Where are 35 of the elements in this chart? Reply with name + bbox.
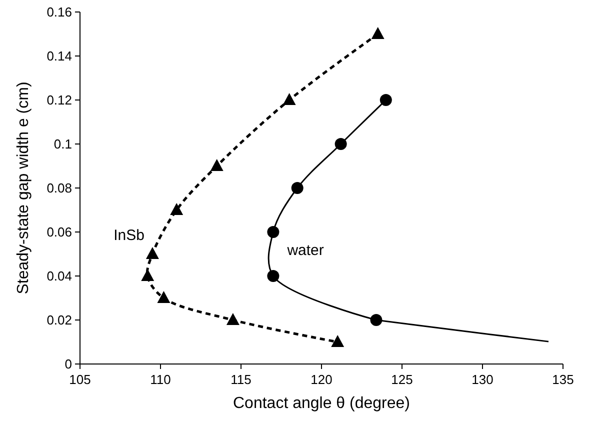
y-tick-label: 0.12 bbox=[46, 92, 72, 108]
point bbox=[334, 138, 347, 150]
y-tick-label: 0.1 bbox=[54, 136, 72, 152]
x-tick-label: 125 bbox=[391, 372, 413, 387]
point bbox=[291, 182, 304, 194]
x-tick-label: 130 bbox=[472, 372, 494, 387]
x-tick-label: 115 bbox=[230, 372, 252, 387]
x-tick-label: 135 bbox=[552, 372, 574, 387]
point bbox=[226, 313, 240, 325]
y-tick-label: 0 bbox=[64, 356, 72, 372]
point bbox=[157, 291, 170, 303]
y-tick-label: 0.02 bbox=[46, 312, 72, 328]
point bbox=[146, 247, 159, 259]
point bbox=[331, 335, 344, 347]
y-tick-label: 0.04 bbox=[46, 268, 72, 284]
y-tick-label: 0.14 bbox=[46, 48, 72, 64]
x-tick-label: 105 bbox=[69, 372, 91, 387]
y-axis-title: Steady-state gap width e (cm) bbox=[15, 82, 32, 294]
x-axis-title: Contact angle θ (degree) bbox=[233, 395, 410, 412]
point bbox=[282, 93, 296, 105]
point bbox=[210, 159, 224, 171]
point bbox=[371, 27, 384, 39]
x-tick-label: 120 bbox=[310, 372, 332, 387]
series-label: InSb bbox=[114, 227, 144, 244]
point bbox=[380, 94, 392, 106]
y-tick-label: 0.08 bbox=[46, 180, 72, 196]
x-tick-label: 110 bbox=[150, 372, 171, 387]
y-tick-label: 0.16 bbox=[46, 4, 72, 20]
point bbox=[267, 226, 280, 238]
point bbox=[141, 269, 154, 281]
y-tick-label: 0.06 bbox=[46, 224, 72, 240]
series-label: water bbox=[286, 242, 324, 259]
point bbox=[370, 314, 382, 326]
point bbox=[170, 203, 184, 215]
point bbox=[267, 270, 280, 282]
